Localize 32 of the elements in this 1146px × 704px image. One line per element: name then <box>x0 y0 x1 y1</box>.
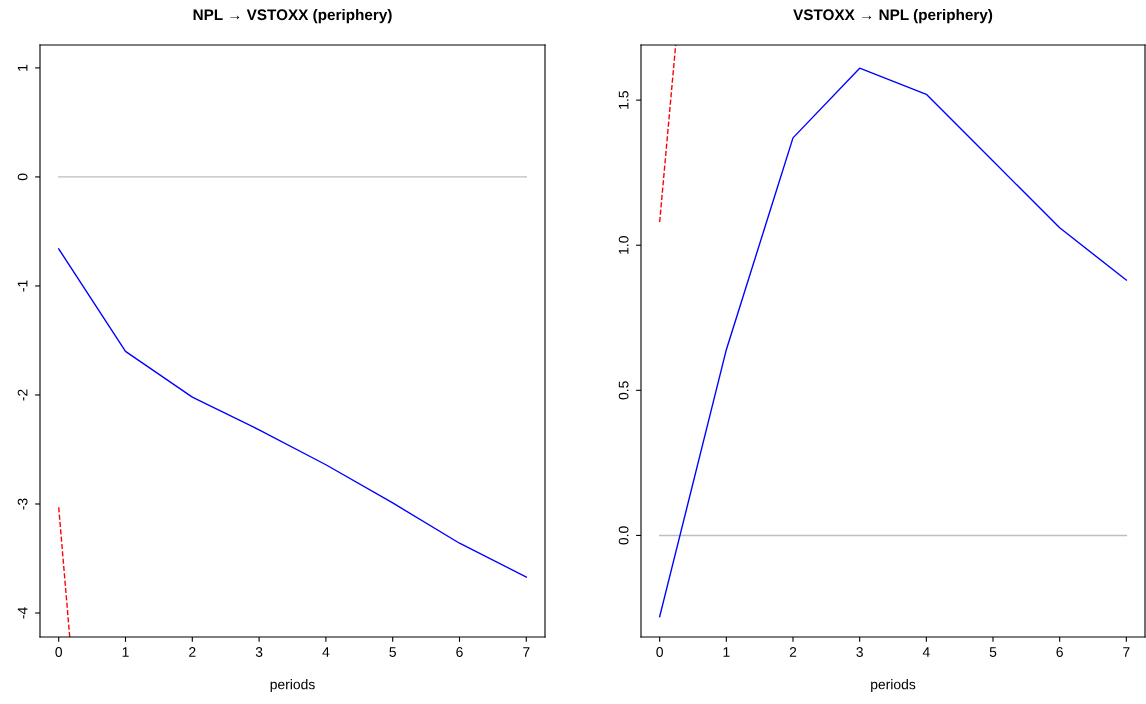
x-tick-label: 0 <box>55 647 63 657</box>
y-tick-label: -3 <box>17 498 28 510</box>
y-tick-label: 0 <box>17 173 28 181</box>
y-tick-label: 1 <box>17 64 28 71</box>
line-series <box>658 67 1128 618</box>
x-tick-label: 3 <box>856 647 863 657</box>
y-tick-label: -4 <box>17 607 28 619</box>
line-series <box>58 248 527 578</box>
x-axis-title: periods <box>270 679 315 693</box>
x-tick-label: 6 <box>1056 647 1063 657</box>
chart-title: VSTOXX → NPL (periphery) <box>793 8 993 24</box>
x-tick-label: 4 <box>322 647 330 657</box>
y-tick-label: 0.0 <box>618 526 629 545</box>
x-tick-label: 7 <box>1123 647 1130 657</box>
x-tick-label: 5 <box>989 647 997 657</box>
y-tick-label: -1 <box>17 280 28 292</box>
x-tick-label: 5 <box>389 647 396 657</box>
x-tick-label: 1 <box>723 647 730 657</box>
x-tick-label: 7 <box>523 647 530 657</box>
x-tick-label: 0 <box>656 647 663 657</box>
x-tick-label: 6 <box>456 647 463 657</box>
y-tick-label: -2 <box>17 389 28 401</box>
y-tick-label: 1.0 <box>618 236 629 254</box>
x-axis-title: periods <box>871 679 916 693</box>
x-tick-label: 2 <box>189 647 196 657</box>
y-tick-label: 0.5 <box>618 381 629 400</box>
x-tick-label: 4 <box>922 647 930 657</box>
y-tick-label: 1.5 <box>618 91 629 109</box>
chart-title: NPL → VSTOXX (periphery) <box>193 8 392 24</box>
x-tick-label: 1 <box>122 647 129 657</box>
x-tick-label: 3 <box>255 647 263 657</box>
x-tick-label: 2 <box>789 647 797 657</box>
